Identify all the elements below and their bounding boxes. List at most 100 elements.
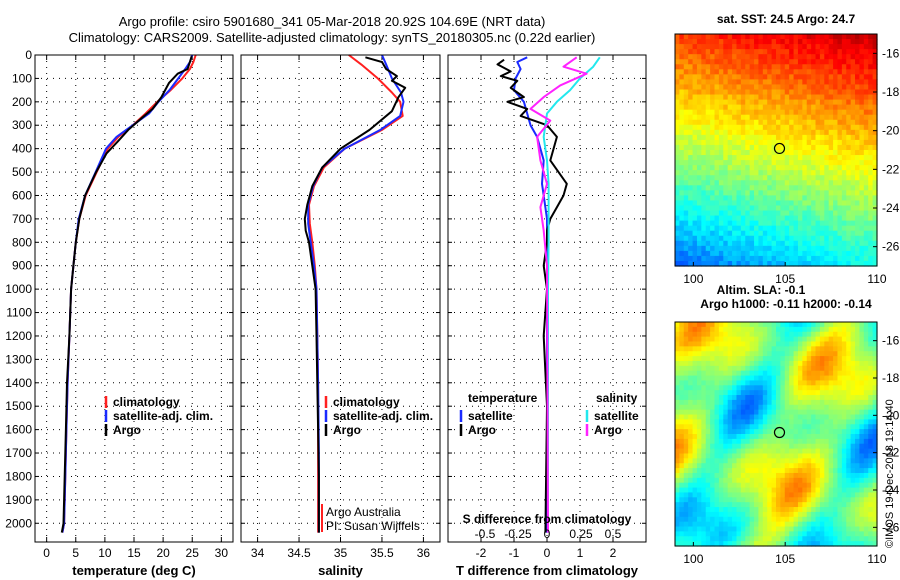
map-cell (811, 49, 817, 55)
map-cell (828, 477, 834, 484)
map-cell (675, 34, 680, 40)
map-cell (723, 356, 729, 362)
map-cell (872, 438, 878, 445)
map-cell (736, 385, 742, 391)
map-cell (859, 180, 865, 186)
map-cell (710, 375, 716, 382)
map-cell (754, 477, 760, 484)
map-cell (841, 114, 847, 121)
map-cell (793, 351, 799, 357)
map-cell (714, 129, 720, 136)
map-cell (736, 448, 742, 455)
map-cell (863, 235, 869, 242)
map-cell (705, 375, 711, 382)
map-cell (758, 395, 764, 401)
map-cell (837, 497, 843, 503)
map-cell (701, 134, 707, 141)
map-cell (732, 468, 738, 474)
map-cell (714, 502, 720, 508)
map-cell (819, 458, 825, 464)
map-cell (850, 210, 856, 217)
map-cell (824, 54, 830, 60)
map-cell (806, 380, 812, 386)
map-cell (740, 119, 746, 126)
map-cell (833, 180, 839, 186)
map-cell (780, 34, 786, 40)
map-cell (701, 195, 707, 202)
map-cell (815, 170, 821, 176)
map-cell (745, 205, 751, 212)
map-cell (675, 39, 680, 45)
map-cell (683, 69, 689, 75)
map-cell (758, 155, 764, 161)
map-cell (701, 458, 707, 464)
map-cell (793, 424, 799, 430)
map-cell (762, 424, 768, 430)
map-cell (679, 507, 685, 513)
map-cell (732, 190, 738, 196)
map-cell (767, 195, 773, 202)
map-cell (688, 511, 694, 518)
map-cell (806, 34, 812, 40)
map-cell (679, 49, 685, 55)
map-cell (732, 200, 738, 207)
map-cell (762, 336, 768, 343)
map-cell (868, 360, 874, 367)
map-cell (841, 395, 847, 401)
map-cell (793, 541, 799, 547)
map-cell (819, 144, 825, 151)
map-cell (841, 341, 847, 347)
map-cell (758, 502, 764, 508)
map-cell (692, 190, 698, 196)
legend-title-temperature: temperature (468, 391, 538, 405)
map-cell (701, 124, 707, 131)
series-line-argo (60, 55, 193, 533)
map-cell (736, 521, 742, 528)
map-cell (688, 250, 694, 257)
map-cell (740, 507, 746, 513)
map-cell (819, 468, 825, 474)
map-cell (872, 175, 878, 181)
y-tick-label: 1600 (5, 423, 32, 437)
legend-label: satellite-adj. clim. (333, 409, 433, 423)
map-cell (833, 114, 839, 121)
map-cell (701, 79, 707, 86)
map-y-tick-label: -24 (882, 201, 900, 215)
map-cell (767, 516, 773, 523)
map-cell (806, 144, 812, 151)
map-cell (758, 175, 764, 181)
map-cell (833, 220, 839, 227)
map-cell (828, 180, 834, 186)
map-cell (841, 119, 847, 126)
map-cell (675, 511, 680, 518)
map-cell (797, 109, 803, 116)
map-cell (762, 109, 768, 116)
map-cell (710, 195, 716, 202)
map-cell (771, 453, 777, 459)
map-cell (679, 453, 685, 459)
map-cell (754, 399, 760, 406)
map-cell (718, 526, 724, 532)
map-cell (815, 134, 821, 141)
map-cell (802, 74, 808, 80)
map-cell (679, 245, 685, 252)
map-cell (841, 49, 847, 55)
map-cell (718, 104, 724, 111)
map-cell (749, 200, 755, 207)
map-cell (868, 59, 874, 65)
map-cell (863, 165, 869, 171)
map-cell (705, 124, 711, 131)
map-cell (789, 170, 795, 176)
map-cell (696, 477, 702, 484)
map-cell (850, 220, 856, 227)
map-cell (833, 434, 839, 440)
map-cell (824, 210, 830, 217)
map-cell (692, 404, 698, 411)
series-line-argo (529, 56, 588, 533)
map-cell (797, 409, 803, 416)
map-cell (758, 380, 764, 386)
map-cell (802, 114, 808, 121)
map-cell (705, 414, 711, 420)
map-cell (815, 150, 821, 156)
map-cell (710, 180, 716, 186)
